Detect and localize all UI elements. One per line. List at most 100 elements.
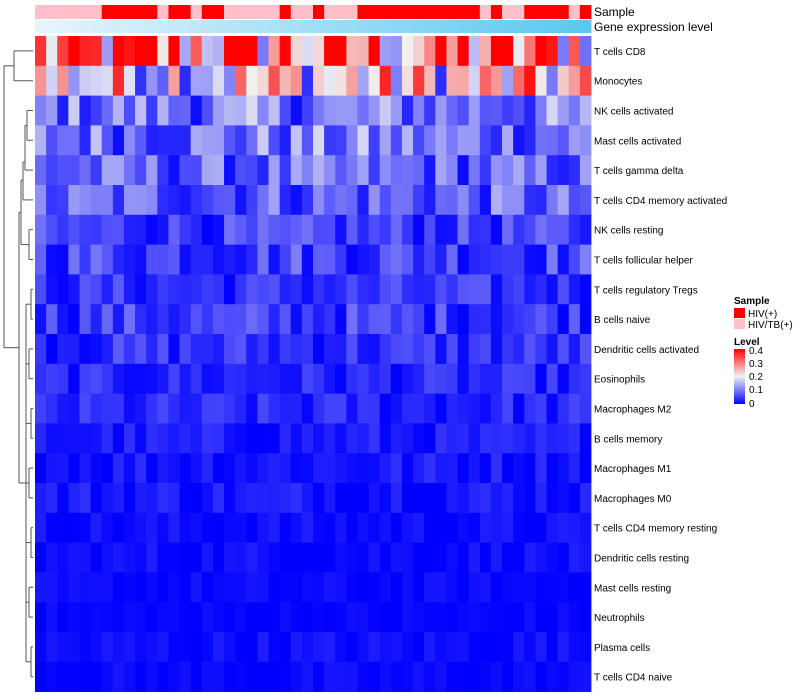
heatmap-cell bbox=[335, 542, 347, 573]
heatmap-cell bbox=[502, 334, 514, 365]
heatmap-cell bbox=[168, 304, 180, 335]
heatmap-cell bbox=[568, 244, 581, 275]
heatmap-cell bbox=[513, 155, 525, 186]
sample-annotation-cell bbox=[502, 5, 514, 19]
heatmap-cell bbox=[112, 632, 125, 663]
heatmap-cell bbox=[557, 125, 570, 156]
heatmap-cell bbox=[568, 155, 581, 186]
heatmap-cell bbox=[201, 661, 214, 692]
heatmap-cell bbox=[201, 453, 214, 484]
heatmap-cell bbox=[479, 363, 492, 394]
heatmap-cell bbox=[301, 304, 314, 335]
heatmap-cell bbox=[190, 542, 203, 573]
heatmap-cell bbox=[424, 512, 436, 543]
heatmap-cell bbox=[435, 244, 447, 275]
heatmap-cell bbox=[235, 95, 247, 126]
heatmap-cell bbox=[435, 423, 447, 454]
heatmap-cell bbox=[135, 512, 147, 543]
expression-annotation-cell bbox=[90, 20, 103, 33]
heatmap-cell bbox=[290, 95, 303, 126]
heatmap-cell bbox=[502, 423, 514, 454]
heatmap-cell bbox=[101, 274, 114, 305]
heatmap-cell bbox=[268, 334, 281, 365]
heatmap-cell bbox=[35, 274, 47, 305]
heatmap-cell bbox=[490, 423, 503, 454]
heatmap-cell bbox=[468, 304, 481, 335]
heatmap-cell bbox=[112, 363, 125, 394]
heatmap-cell bbox=[390, 661, 403, 692]
heatmap-cell bbox=[568, 95, 581, 126]
heatmap-cell bbox=[324, 155, 336, 186]
heatmap-cell bbox=[235, 542, 247, 573]
heatmap-cell bbox=[379, 155, 392, 186]
heatmap-cell bbox=[257, 185, 269, 216]
heatmap-cell bbox=[268, 632, 281, 663]
heatmap-cell bbox=[46, 512, 58, 543]
heatmap-cell bbox=[335, 483, 347, 514]
heatmap-cell bbox=[235, 363, 247, 394]
row-label: Dendritic cells resting bbox=[594, 554, 689, 565]
heatmap-cell bbox=[513, 363, 525, 394]
heatmap-cell bbox=[68, 274, 80, 305]
heatmap-cell bbox=[179, 572, 192, 603]
heatmap-cell bbox=[224, 244, 236, 275]
sample-annotation-cell bbox=[468, 5, 481, 19]
heatmap-cell bbox=[546, 572, 559, 603]
heatmap-cell bbox=[35, 155, 47, 186]
heatmap-cell bbox=[502, 661, 514, 692]
heatmap-cell bbox=[513, 185, 525, 216]
heatmap-cell bbox=[413, 363, 425, 394]
heatmap-cell bbox=[401, 483, 414, 514]
heatmap-cell bbox=[224, 542, 236, 573]
heatmap-cell bbox=[435, 274, 447, 305]
heatmap-cell bbox=[457, 185, 470, 216]
heatmap-cell bbox=[212, 661, 225, 692]
heatmap-cell bbox=[201, 155, 214, 186]
heatmap-cell bbox=[212, 125, 225, 156]
heatmap-cell bbox=[468, 572, 481, 603]
heatmap-cell bbox=[502, 125, 514, 156]
heatmap-cell bbox=[190, 483, 203, 514]
heatmap-cell bbox=[479, 244, 492, 275]
legend-label-hivtb: HIV/TB(+) bbox=[748, 320, 793, 331]
heatmap-cell bbox=[346, 602, 358, 633]
heatmap-cell bbox=[201, 185, 214, 216]
heatmap-cell bbox=[502, 304, 514, 335]
heatmap-cell bbox=[290, 423, 303, 454]
heatmap-cell bbox=[146, 304, 158, 335]
sample-annotation-cell bbox=[324, 5, 336, 19]
heatmap-cell bbox=[379, 512, 392, 543]
heatmap-cell bbox=[502, 214, 514, 245]
heatmap-cell bbox=[435, 572, 447, 603]
heatmap-cell bbox=[524, 542, 536, 573]
heatmap-cell bbox=[446, 36, 458, 67]
heatmap-cell bbox=[468, 393, 481, 424]
expression-annotation-cell bbox=[535, 20, 547, 33]
heatmap-cell bbox=[146, 512, 158, 543]
heatmap-cell bbox=[401, 125, 414, 156]
heatmap-cell bbox=[224, 274, 236, 305]
heatmap-cell bbox=[79, 632, 91, 663]
heatmap-cell bbox=[557, 274, 570, 305]
heatmap-cell bbox=[413, 36, 425, 67]
heatmap-cell bbox=[424, 542, 436, 573]
heatmap-cell bbox=[446, 661, 458, 692]
heatmap-cell bbox=[123, 632, 136, 663]
heatmap-cell bbox=[579, 334, 592, 365]
heatmap-cell bbox=[468, 125, 481, 156]
heatmap-cell bbox=[190, 65, 203, 96]
heatmap-cell bbox=[235, 36, 247, 67]
heatmap-cell bbox=[357, 214, 369, 245]
heatmap-cell bbox=[301, 483, 314, 514]
heatmap-cell bbox=[357, 453, 369, 484]
heatmap-cell bbox=[557, 36, 570, 67]
heatmap-cell bbox=[224, 572, 236, 603]
heatmap-cell bbox=[268, 661, 281, 692]
heatmap-cell bbox=[68, 483, 80, 514]
heatmap-cell bbox=[379, 423, 392, 454]
heatmap-cell bbox=[268, 244, 281, 275]
heatmap-cell bbox=[546, 304, 559, 335]
heatmap-cell bbox=[579, 661, 592, 692]
heatmap-cell bbox=[201, 244, 214, 275]
heatmap-cell bbox=[524, 632, 536, 663]
